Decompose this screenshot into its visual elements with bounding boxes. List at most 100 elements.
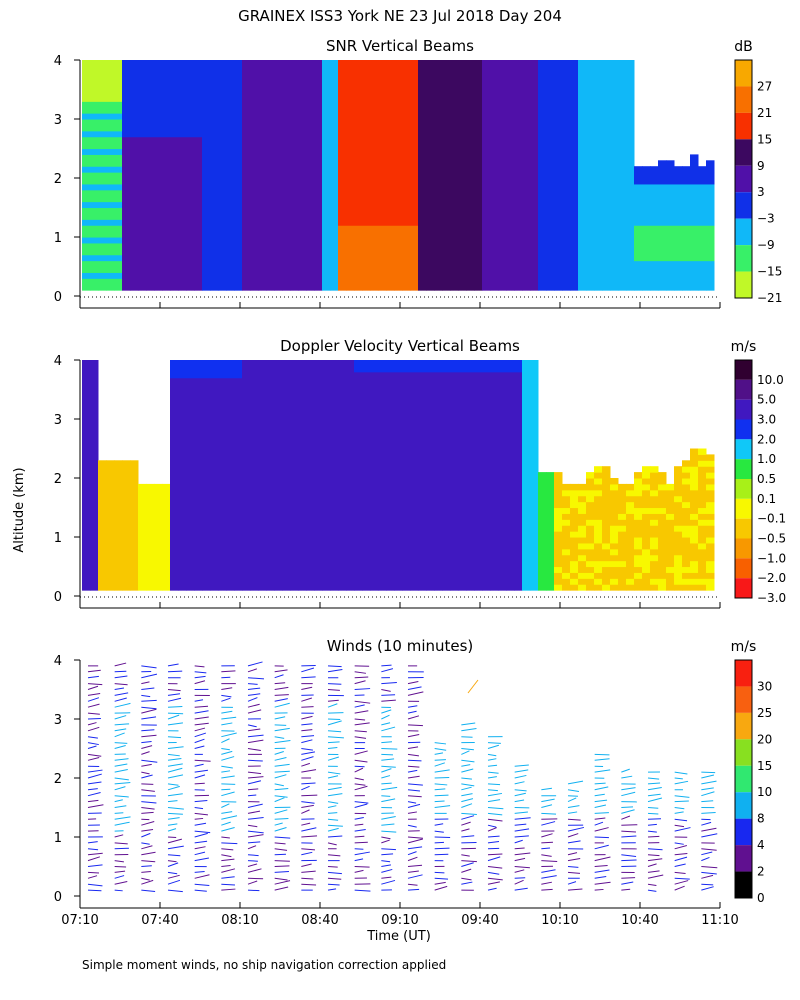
doppler-cell: [474, 572, 483, 579]
snr-cell: [434, 195, 443, 203]
doppler-cell: [322, 360, 331, 367]
doppler-cell: [450, 542, 459, 550]
snr-cell: [458, 113, 467, 120]
doppler-cell: [242, 578, 251, 585]
snr-cell: [354, 166, 363, 173]
doppler-cell: [378, 377, 387, 385]
snr-cell: [130, 60, 139, 67]
snr-cell: [114, 178, 123, 185]
snr-cell: [626, 113, 635, 120]
snr-cell: [458, 278, 467, 285]
doppler-cell: [474, 436, 483, 444]
snr-cell: [218, 83, 227, 91]
snr-cell: [458, 219, 467, 226]
doppler-cell: [170, 548, 179, 556]
doppler-cell: [530, 566, 539, 573]
snr-cell: [346, 213, 355, 220]
snr-cell: [466, 154, 475, 161]
snr-cell: [346, 130, 355, 138]
doppler-cell: [434, 460, 443, 467]
doppler-cell: [250, 424, 259, 432]
doppler-cell: [266, 519, 275, 526]
doppler-cell: [186, 401, 195, 408]
snr-cell: [202, 154, 211, 161]
snr-cell: [482, 213, 491, 220]
doppler-cell: [314, 401, 323, 408]
snr-cell: [586, 284, 595, 291]
snr-cell: [698, 278, 707, 285]
snr-cell: [570, 71, 579, 79]
doppler-cell: [386, 554, 395, 562]
snr-cell: [306, 119, 315, 126]
snr-cell: [154, 231, 163, 238]
snr-cell: [386, 195, 395, 203]
doppler-cell: [426, 560, 435, 568]
snr-cell: [402, 124, 411, 132]
snr-cell: [258, 130, 267, 138]
snr-cell: [170, 189, 179, 197]
snr-cell: [394, 130, 403, 138]
snr-cell: [346, 60, 355, 67]
snr-cell: [378, 160, 387, 167]
snr-cell: [450, 65, 459, 73]
snr-cell: [690, 266, 699, 273]
snr-cell: [466, 254, 475, 262]
snr-cell: [162, 107, 171, 114]
snr-cell: [674, 260, 683, 268]
snr-cell: [394, 260, 403, 268]
snr-cell: [346, 83, 355, 91]
doppler-cell: [426, 566, 435, 573]
snr-cell: [338, 231, 347, 238]
snr-cell: [250, 260, 259, 268]
snr-cell: [466, 65, 475, 73]
snr-cell: [306, 231, 315, 238]
snr-cell: [594, 71, 603, 79]
snr-cell: [594, 89, 603, 96]
doppler-cell: [226, 377, 235, 385]
snr-cell: [282, 124, 291, 132]
snr-cell: [106, 136, 115, 144]
doppler-cell: [250, 478, 259, 485]
doppler-cell: [434, 401, 443, 408]
snr-cell: [554, 266, 563, 273]
snr-cell: [482, 260, 491, 268]
doppler-cell: [242, 572, 251, 579]
snr-cell: [586, 225, 595, 232]
doppler-cell: [234, 537, 243, 544]
snr-cell: [658, 284, 667, 291]
doppler-cell: [522, 495, 531, 503]
snr-cell: [474, 83, 483, 91]
doppler-cell: [450, 507, 459, 514]
doppler-cell: [362, 377, 371, 385]
doppler-cell: [242, 442, 251, 450]
doppler-cell: [90, 360, 99, 367]
doppler-cell: [290, 424, 299, 432]
snr-cell: [570, 242, 579, 250]
snr-cell: [146, 237, 155, 244]
snr-cell: [418, 113, 427, 120]
snr-cell: [178, 124, 187, 132]
doppler-cell: [274, 442, 283, 450]
doppler-cell: [410, 371, 419, 379]
doppler-cell: [274, 572, 283, 579]
snr-cell: [290, 248, 299, 256]
doppler-cell: [466, 360, 475, 367]
doppler-cell: [162, 519, 171, 526]
doppler-cell: [458, 578, 467, 585]
doppler-cell: [258, 548, 267, 556]
snr-cell: [586, 231, 595, 238]
snr-cell: [570, 178, 579, 185]
snr-cell: [578, 154, 587, 161]
snr-cell: [386, 178, 395, 185]
snr-cell: [162, 71, 171, 79]
snr-cell: [658, 260, 667, 268]
snr-cell: [282, 160, 291, 167]
snr-cell: [210, 225, 219, 232]
snr-cell: [562, 266, 571, 273]
snr-cell: [186, 242, 195, 250]
snr-cell: [314, 213, 323, 220]
snr-cell: [586, 172, 595, 179]
doppler-cell: [186, 365, 195, 373]
doppler-cell: [458, 584, 467, 591]
snr-cell: [170, 101, 179, 108]
